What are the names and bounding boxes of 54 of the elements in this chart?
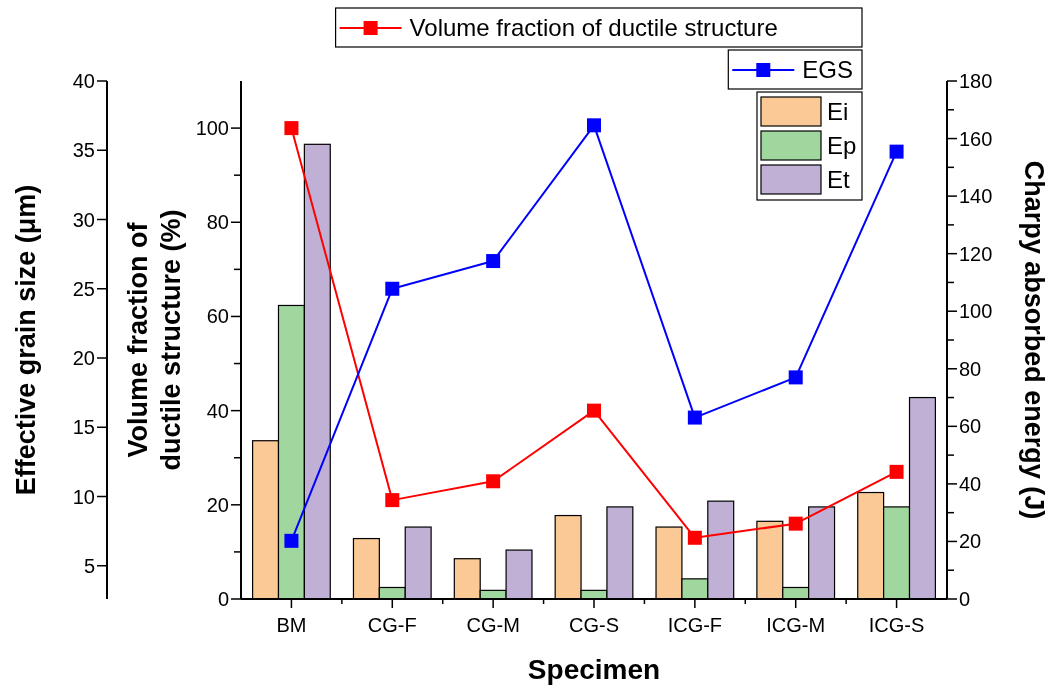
y-tick-label: 35: [72, 139, 95, 162]
point: [687, 410, 702, 425]
point: [788, 370, 803, 385]
point: [385, 493, 400, 508]
y3-tick-label: 100: [195, 117, 229, 140]
point: [385, 281, 400, 296]
point: [587, 403, 601, 418]
point: [587, 118, 601, 133]
point: [486, 474, 501, 489]
legend-label: Ei: [827, 98, 849, 126]
y3-tick-label: 20: [206, 493, 229, 516]
legend-label: Volume fraction of ductile structure: [409, 14, 778, 42]
y3-axis-title: Volume fraction of ductile structure (%): [122, 209, 186, 471]
y2-tick-label: 40: [959, 472, 982, 495]
legend-label: Ep: [827, 132, 857, 160]
y-tick-label: 10: [72, 485, 95, 508]
y-tick-label: 20: [72, 347, 95, 370]
y-tick-label: 15: [72, 416, 95, 439]
y3-tick-label: 0: [217, 588, 229, 610]
x-axis-title: Specimen: [527, 654, 661, 685]
x-tick-label: ICG-M: [766, 614, 826, 636]
y2-tick-label: 100: [959, 300, 993, 323]
point: [284, 533, 299, 548]
y3-tick-label: 60: [206, 305, 229, 328]
y-tick-label: 25: [72, 277, 95, 300]
point: [889, 464, 904, 479]
y2-tick-label: 180: [959, 70, 993, 92]
point: [889, 144, 904, 159]
point: [788, 516, 803, 531]
y2-tick-label: 0: [959, 588, 971, 610]
y2-tick-label: 20: [959, 530, 982, 553]
x-tick-label: CG-F: [367, 614, 417, 636]
legend-label: EGS: [802, 56, 853, 84]
x-tick-label: ICG-F: [667, 614, 723, 636]
point: [687, 530, 702, 545]
y2-tick-label: 120: [959, 242, 993, 265]
point: [284, 121, 299, 136]
y-tick-label: 30: [72, 208, 95, 231]
y-tick-label: 5: [83, 554, 95, 577]
x-tick-label: CG-S: [569, 614, 619, 636]
y3-tick-label: 40: [206, 399, 229, 422]
y2-tick-label: 80: [959, 357, 982, 380]
y2-tick-label: 60: [959, 415, 982, 438]
x-tick-label: BM: [276, 614, 307, 636]
y3-tick-label: 80: [206, 211, 229, 234]
x-tick-label: ICG-S: [868, 614, 925, 636]
legend-label: Et: [827, 166, 851, 194]
y2-tick-label: 140: [959, 185, 993, 208]
x-tick-label: CG-M: [466, 614, 520, 636]
y-tick-label: 40: [72, 70, 95, 92]
point: [486, 254, 501, 269]
y-axis-title: Effective grain size (μm): [11, 184, 42, 496]
y2-axis-title: Charpy absorbed energy (J): [1018, 160, 1049, 520]
y2-tick-label: 160: [959, 127, 993, 150]
